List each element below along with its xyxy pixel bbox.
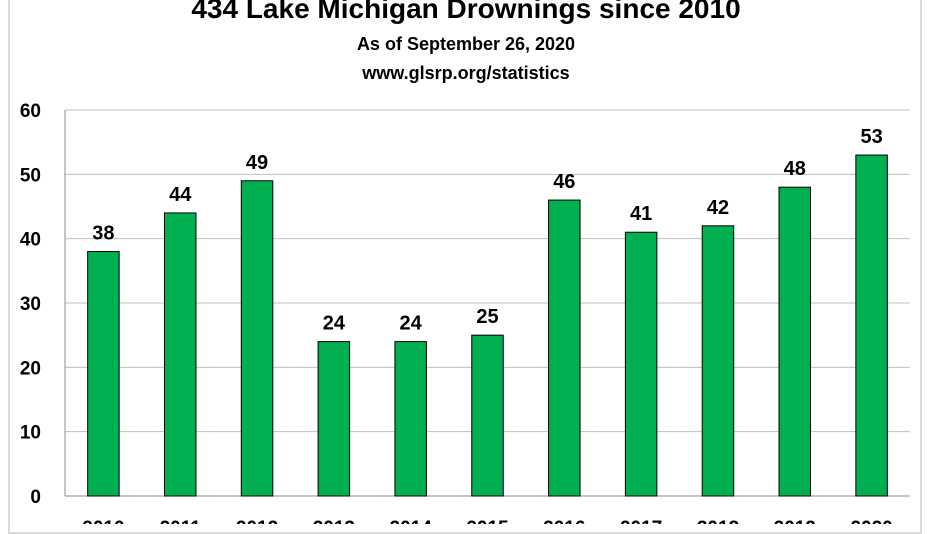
chart-source: www.glsrp.org/statistics xyxy=(361,63,569,83)
data-label-2016: 46 xyxy=(553,171,575,193)
y-tick-label: 0 xyxy=(30,487,41,508)
data-label-2010: 38 xyxy=(92,223,114,245)
data-label-2017: 41 xyxy=(630,203,652,225)
x-tick-label: 2019 xyxy=(774,518,816,524)
bar-2011 xyxy=(163,212,197,497)
data-label-2015: 25 xyxy=(476,306,498,328)
y-tick-label: 10 xyxy=(20,423,41,444)
x-tick-label: 2017 xyxy=(620,518,662,524)
data-labels: 38 44 49 24 24 25 46 41 42 48 53 xyxy=(92,126,882,335)
data-label-2019: 48 xyxy=(784,158,806,180)
y-tick-label: 20 xyxy=(20,358,41,379)
data-label-2012: 49 xyxy=(246,152,268,174)
x-axis-ticks: 2010 2011 2012 2013 2014 2015 2016 2017 2018 2019… xyxy=(82,518,892,524)
bar-2020 xyxy=(855,154,888,497)
chart-subtitle: As of September 26, 2020 xyxy=(357,34,575,54)
y-tick-label: 60 xyxy=(20,101,41,122)
bar-2017 xyxy=(624,231,658,497)
data-label-2011: 44 xyxy=(169,184,192,206)
bar-2010 xyxy=(87,251,120,497)
bar-2019 xyxy=(778,186,812,497)
bar-2014 xyxy=(394,341,427,497)
bar-2012 xyxy=(240,180,274,497)
x-tick-label: 2018 xyxy=(697,518,739,524)
x-tick-label: 2016 xyxy=(543,518,585,524)
y-tick-label: 30 xyxy=(20,294,41,315)
bar-2016 xyxy=(548,199,581,497)
data-label-2018: 42 xyxy=(707,197,729,219)
chart-title: 434 Lake Michigan Drownings since 2010 xyxy=(191,0,740,24)
bar-2013 xyxy=(317,341,351,497)
x-tick-label: 2014 xyxy=(390,518,433,524)
x-tick-label: 2011 xyxy=(160,518,202,524)
x-tick-label: 2012 xyxy=(236,518,278,524)
x-tick-label: 2013 xyxy=(313,518,355,524)
bars xyxy=(87,154,888,497)
x-tick-label: 2020 xyxy=(850,518,892,524)
bar-2018 xyxy=(701,225,735,497)
bar-2015 xyxy=(471,334,504,497)
data-label-2013: 24 xyxy=(323,313,346,335)
chart-frame xyxy=(8,0,922,534)
x-tick-label: 2015 xyxy=(466,518,509,524)
data-label-2014: 24 xyxy=(400,313,423,335)
x-tick-label: 2010 xyxy=(82,518,124,524)
y-axis-ticks: 0 10 20 30 40 50 60 xyxy=(20,101,41,508)
y-tick-label: 50 xyxy=(20,165,41,186)
data-label-2020: 53 xyxy=(860,126,882,148)
y-tick-label: 40 xyxy=(20,230,41,251)
